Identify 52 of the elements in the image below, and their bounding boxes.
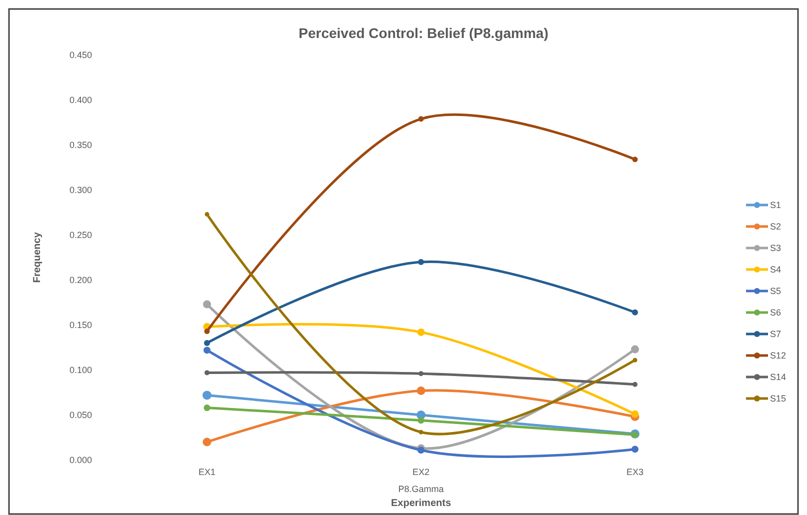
y-tick-label: 0.150 <box>69 320 92 330</box>
point <box>204 346 210 354</box>
point <box>632 432 638 438</box>
point <box>204 212 210 217</box>
point <box>203 300 211 308</box>
point <box>631 410 639 418</box>
y-axis-title: Frequency <box>32 232 43 283</box>
point <box>418 259 424 265</box>
legend-label: S15 <box>770 394 786 404</box>
point <box>418 371 424 376</box>
legend-label: S5 <box>770 286 782 296</box>
point <box>204 370 210 376</box>
y-tick-label: 0.350 <box>69 140 92 150</box>
point <box>202 438 212 446</box>
point <box>632 156 638 162</box>
point <box>632 309 638 316</box>
x-tick-label: EX1 <box>198 467 216 477</box>
point <box>417 328 425 336</box>
legend-label: S6 <box>770 308 782 318</box>
point <box>632 382 638 387</box>
y-tick-label: 0.450 <box>69 50 92 60</box>
point <box>418 116 424 122</box>
point <box>418 417 424 424</box>
y-tick-label: 0.400 <box>69 95 92 106</box>
point <box>204 328 210 334</box>
y-tick-label: 0.250 <box>69 230 92 240</box>
legend-label: S3 <box>770 243 782 254</box>
legend-label: S14 <box>770 372 786 382</box>
y-tick-label: 0.100 <box>69 365 92 376</box>
y-tick-label: 0.300 <box>69 185 92 196</box>
chart-title: Perceived Control: Belief (P8.gamma) <box>298 25 548 41</box>
x-tick-label: EX3 <box>626 467 644 477</box>
x-tick-label: EX2 <box>412 467 430 477</box>
x-axis-title: Experiments <box>390 498 452 509</box>
y-tick-label: 0.000 <box>69 455 92 466</box>
point <box>632 358 638 362</box>
legend-label: S1 <box>770 200 782 210</box>
point <box>631 345 639 354</box>
text: P8.Gamma <box>398 484 444 494</box>
point <box>204 404 210 412</box>
point <box>202 390 212 400</box>
point <box>204 340 210 346</box>
y-tick-label: 0.050 <box>69 410 92 420</box>
legend-label: S2 <box>770 222 782 232</box>
legend-label: S12 <box>770 350 786 361</box>
legend-label: S4 <box>770 264 782 275</box>
legend-label: S7 <box>770 329 782 340</box>
y-tick-label: 0.200 <box>69 275 92 286</box>
point <box>632 446 638 453</box>
point <box>416 386 426 395</box>
point <box>418 430 424 434</box>
point <box>418 446 424 454</box>
